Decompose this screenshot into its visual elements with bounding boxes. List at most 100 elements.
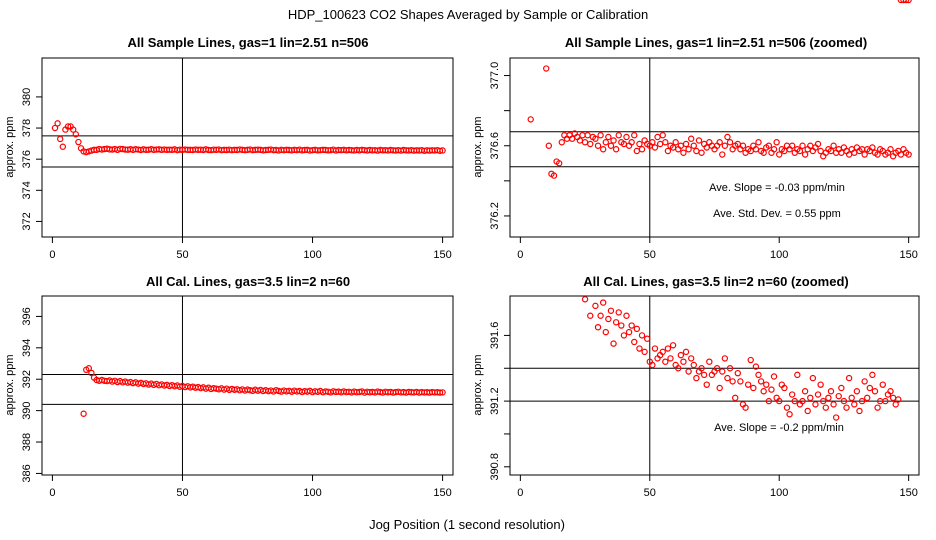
annotation: Ave. Slope = -0.2 ppm/min — [714, 422, 844, 434]
y-tick-label: 392 — [21, 370, 33, 388]
data-point — [51, 124, 59, 132]
data-point — [592, 302, 599, 310]
data-point — [750, 384, 757, 392]
data-point — [801, 151, 809, 158]
data-point — [628, 322, 635, 329]
x-tick-label: 100 — [303, 487, 321, 499]
data-point — [776, 151, 783, 158]
data-point — [612, 319, 620, 326]
y-tick-label: 391.2 — [489, 387, 501, 415]
data-point — [682, 348, 690, 356]
data-point — [698, 365, 705, 372]
data-point — [861, 378, 868, 385]
data-points — [80, 365, 446, 417]
data-point — [623, 133, 630, 141]
data-point — [555, 160, 563, 167]
data-points — [581, 0, 912, 421]
figure-title: HDP_100623 CO2 Shapes Averaged by Sample… — [288, 7, 648, 22]
y-axis-label: approx. ppm — [4, 354, 16, 415]
data-point — [70, 126, 77, 133]
data-point — [605, 133, 612, 141]
data-point — [830, 401, 837, 408]
data-point — [649, 139, 656, 146]
y-tick-label: 380 — [21, 88, 33, 106]
data-point — [874, 404, 881, 411]
data-point — [57, 135, 64, 143]
x-tick-label: 150 — [433, 487, 451, 499]
data-point — [853, 388, 861, 395]
data-point — [610, 340, 617, 347]
data-point — [693, 147, 700, 155]
data-point — [690, 361, 697, 369]
plot-frame — [509, 295, 920, 476]
data-point — [770, 373, 778, 380]
data-point — [631, 132, 638, 139]
data-point — [760, 149, 767, 156]
data-point — [706, 358, 713, 365]
data-point — [716, 384, 723, 392]
data-point — [744, 381, 752, 388]
data-point — [801, 388, 809, 395]
data-point — [726, 139, 734, 146]
data-point — [848, 394, 855, 402]
data-point — [685, 146, 692, 153]
data-point — [817, 381, 824, 388]
data-point — [680, 358, 687, 365]
x-tick-label: 50 — [176, 487, 188, 499]
data-point — [623, 312, 630, 319]
data-point — [638, 146, 646, 153]
data-point — [664, 345, 672, 352]
data-point — [587, 140, 594, 148]
data-points — [527, 65, 912, 179]
data-point — [814, 140, 822, 148]
y-tick-label: 377.0 — [489, 62, 501, 90]
data-point — [672, 139, 679, 146]
data-point — [667, 355, 674, 362]
data-point — [765, 142, 773, 149]
data-point — [887, 146, 894, 153]
x-tick-label: 50 — [176, 249, 188, 261]
data-point — [757, 378, 765, 385]
data-point — [781, 384, 788, 392]
data-point — [874, 151, 881, 158]
plot-frame — [41, 57, 454, 238]
data-point — [688, 135, 695, 142]
data-point — [825, 394, 832, 402]
data-points — [51, 120, 446, 156]
data-point — [791, 397, 798, 405]
data-point — [693, 374, 700, 382]
data-point — [610, 137, 617, 144]
data-point — [680, 149, 687, 156]
panel-3: All Cal. Lines, gas=3.5 lin=2 n=60 0 50 100… — [4, 274, 454, 499]
data-point — [695, 137, 703, 144]
data-point — [820, 397, 827, 405]
data-point — [843, 404, 850, 411]
data-point — [662, 139, 669, 146]
data-point — [814, 391, 822, 398]
panel-title: All Cal. Lines, gas=3.5 lin=2 n=60 — [146, 274, 350, 289]
y-axis-label: approx. ppm — [472, 116, 484, 177]
data-point — [594, 142, 602, 149]
y-tick-label: 390.8 — [489, 453, 501, 481]
data-point — [543, 65, 550, 72]
y-axis-label: approx. ppm — [472, 354, 484, 415]
annotation: Ave. Slope = -0.03 ppm/min — [709, 182, 845, 194]
data-point — [641, 348, 648, 356]
y-axis-label: approx. ppm — [4, 116, 16, 177]
data-point — [651, 144, 659, 151]
data-point — [734, 369, 742, 377]
x-tick-label: 50 — [644, 249, 656, 261]
data-point — [703, 381, 710, 388]
data-point — [721, 355, 729, 362]
data-point — [664, 147, 672, 155]
data-point — [724, 374, 731, 382]
data-point — [765, 397, 773, 405]
data-point — [587, 312, 594, 319]
y-tick-label: 376.6 — [489, 132, 501, 160]
data-point — [700, 371, 708, 379]
x-tick-label: 50 — [644, 487, 656, 499]
y-tick-label: 376 — [21, 150, 33, 168]
data-point — [581, 139, 589, 146]
data-point — [545, 142, 553, 149]
data-point — [698, 149, 705, 156]
